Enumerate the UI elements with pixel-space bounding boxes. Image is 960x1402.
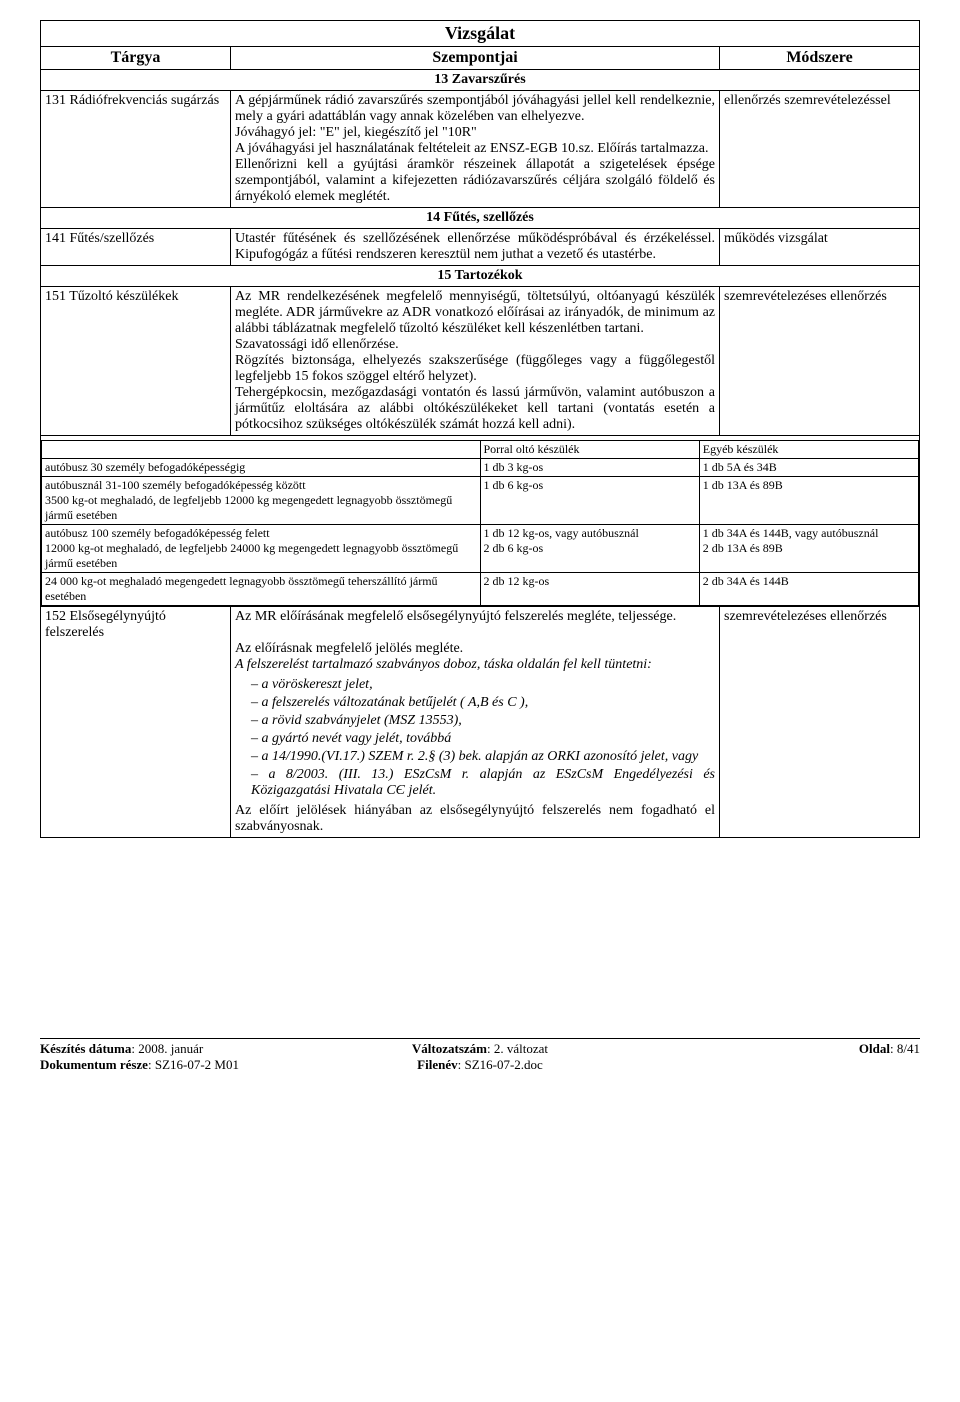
list-item: a 14/1990.(VI.17.) SZEM r. 2.§ (3) bek. … bbox=[251, 749, 715, 765]
inner-h1 bbox=[42, 441, 481, 459]
inner-h2: Porral oltó készülék bbox=[480, 441, 699, 459]
row-152-subject: 152 Elsősegélynyújtó felszerelés bbox=[41, 607, 231, 838]
row-131-method: ellenőrzés szemrevételezéssel bbox=[720, 91, 920, 208]
inner-table-cell: 1 db 6 kg-os bbox=[480, 477, 699, 525]
inner-table-cell: 1 db 5A és 34B bbox=[699, 459, 918, 477]
inner-h3: Egyéb készülék bbox=[699, 441, 918, 459]
section-15-head: 15 Tartozékok bbox=[41, 266, 920, 287]
row-152-criteria: Az MR előírásának megfelelő elsősegélyny… bbox=[231, 607, 720, 838]
list-item: a rövid szabványjelet (MSZ 13553), bbox=[251, 713, 715, 729]
row-152-p2: Az előírásnak megfelelő jelölés megléte. bbox=[235, 641, 715, 657]
row-152-list: a vöröskereszt jelet, a felszerelés válto… bbox=[235, 677, 715, 799]
inspection-table: Vizsgálat Tárgya Szempontjai Módszere 13… bbox=[40, 20, 920, 838]
inner-table-cell: 1 db 34A és 144B, vagy autóbusznál2 db 1… bbox=[699, 525, 918, 573]
inner-table-row: 24 000 kg-ot meghaladó megengedett legna… bbox=[42, 573, 919, 606]
inner-table-row: autóbusznál 31-100 személy befogadóképes… bbox=[42, 477, 919, 525]
table-title: Vizsgálat bbox=[41, 21, 920, 47]
footer-filename: SZ16-07-2.doc bbox=[464, 1057, 542, 1072]
page-footer: Készítés dátuma: 2008. január Dokumentum… bbox=[40, 1038, 920, 1073]
footer-center: Változatszám: 2. változat Filenév: SZ16-… bbox=[333, 1041, 626, 1073]
inner-table-cell: 1 db 13A és 89B bbox=[699, 477, 918, 525]
row-141-subject: 141 Fűtés/szellőzés bbox=[41, 229, 231, 266]
list-item: a vöröskereszt jelet, bbox=[251, 677, 715, 693]
inner-table-cell: 24 000 kg-ot meghaladó megengedett legna… bbox=[42, 573, 481, 606]
row-152-method: szemrevételezéses ellenőrzés bbox=[720, 607, 920, 838]
col-header-method: Módszere bbox=[720, 47, 920, 70]
inner-table-cell: autóbusznál 31-100 személy befogadóképes… bbox=[42, 477, 481, 525]
row-151-criteria-text: Az MR rendelkezésének megfelelő mennyisé… bbox=[235, 289, 715, 433]
list-item: a 8/2003. (III. 13.) ESzCsM r. alapján a… bbox=[251, 767, 715, 799]
footer-docpart-label: Dokumentum része bbox=[40, 1057, 148, 1072]
row-141-criteria: Utastér fűtésének és szellőzésének ellen… bbox=[231, 229, 720, 266]
footer-filename-label: Filenév bbox=[417, 1057, 457, 1072]
row-151-method: szemrevételezéses ellenőrzés bbox=[720, 287, 920, 436]
footer-docpart: SZ16-07-2 M01 bbox=[155, 1057, 239, 1072]
footer-right: Oldal: 8/41 bbox=[627, 1041, 920, 1073]
inner-table-cell: 1 db 3 kg-os bbox=[480, 459, 699, 477]
row-151-criteria: Az MR rendelkezésének megfelelő mennyisé… bbox=[231, 287, 720, 436]
list-item: a felszerelés változatának betűjelét ( A… bbox=[251, 695, 715, 711]
row-151-subject: 151 Tűzoltó készülékek bbox=[41, 287, 231, 436]
inner-table-cell: 2 db 12 kg-os bbox=[480, 573, 699, 606]
fire-extinguisher-table: Porral oltó készülék Egyéb készülék autó… bbox=[41, 440, 919, 606]
footer-version-label: Változatszám bbox=[412, 1041, 487, 1056]
inner-table-cell: autóbusz 100 személy befogadóképesség fe… bbox=[42, 525, 481, 573]
inner-table-cell: 1 db 12 kg-os, vagy autóbusznál2 db 6 kg… bbox=[480, 525, 699, 573]
footer-page-label: Oldal bbox=[859, 1041, 890, 1056]
row-131-subject: 131 Rádiófrekvenciás sugárzás bbox=[41, 91, 231, 208]
footer-left: Készítés dátuma: 2008. január Dokumentum… bbox=[40, 1041, 333, 1073]
col-header-subject: Tárgya bbox=[41, 47, 231, 70]
row-141-method: működés vizsgálat bbox=[720, 229, 920, 266]
footer-date-label: Készítés dátuma bbox=[40, 1041, 131, 1056]
col-header-criteria: Szempontjai bbox=[231, 47, 720, 70]
footer-date: 2008. január bbox=[138, 1041, 203, 1056]
inner-table-row: autóbusz 100 személy befogadóképesség fe… bbox=[42, 525, 919, 573]
row-152-p1: Az MR előírásának megfelelő elsősegélyny… bbox=[235, 609, 715, 625]
inner-table-cell: 2 db 34A és 144B bbox=[699, 573, 918, 606]
row-131-criteria: A gépjárműnek rádió zavarszűrés szempont… bbox=[231, 91, 720, 208]
inner-table-cell: autóbusz 30 személy befogadóképességig bbox=[42, 459, 481, 477]
list-item: a gyártó nevét vagy jelét, továbbá bbox=[251, 731, 715, 747]
section-14-head: 14 Fűtés, szellőzés bbox=[41, 208, 920, 229]
row-152-p3: A felszerelést tartalmazó szabványos dob… bbox=[235, 657, 715, 673]
row-152-p4: Az előírt jelölések hiányában az elsőseg… bbox=[235, 803, 715, 835]
footer-page: 8/41 bbox=[897, 1041, 920, 1056]
inner-table-row: autóbusz 30 személy befogadóképességig1 … bbox=[42, 459, 919, 477]
section-13-head: 13 Zavarszűrés bbox=[41, 70, 920, 91]
footer-version: 2. változat bbox=[494, 1041, 548, 1056]
